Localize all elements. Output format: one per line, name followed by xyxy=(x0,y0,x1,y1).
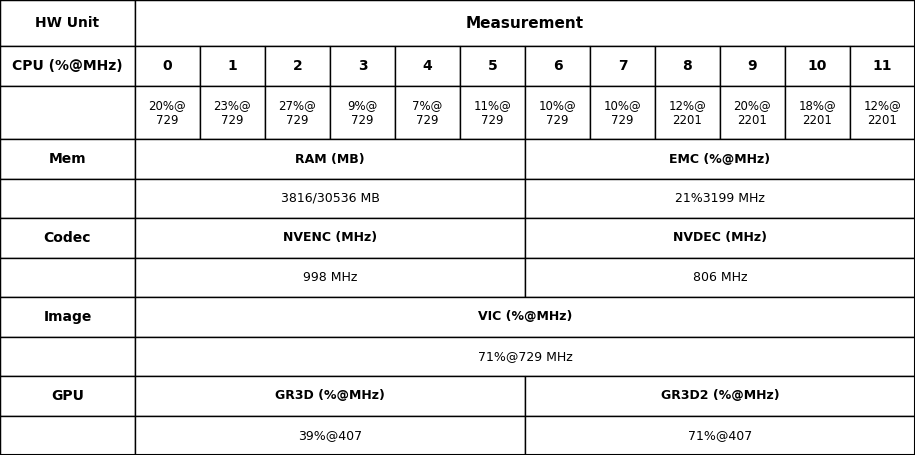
Text: 9%@
729: 9%@ 729 xyxy=(348,99,378,126)
Bar xyxy=(720,46,785,86)
Bar xyxy=(135,258,525,297)
Text: 71%@729 MHz: 71%@729 MHz xyxy=(478,350,573,363)
Text: 18%@
2201: 18%@ 2201 xyxy=(799,99,836,126)
Bar xyxy=(655,86,720,139)
Bar xyxy=(525,139,915,179)
Text: 998 MHz: 998 MHz xyxy=(303,271,357,284)
Text: 20%@
729: 20%@ 729 xyxy=(148,99,187,126)
Bar xyxy=(265,46,330,86)
Text: 27%@
729: 27%@ 729 xyxy=(278,99,317,126)
Bar xyxy=(525,86,590,139)
Bar xyxy=(0,139,135,179)
Text: Measurement: Measurement xyxy=(466,16,584,31)
Bar xyxy=(0,376,135,415)
Bar xyxy=(135,0,915,46)
Bar xyxy=(655,46,720,86)
Bar xyxy=(785,86,850,139)
Text: RAM (MB): RAM (MB) xyxy=(296,152,365,166)
Bar xyxy=(590,46,655,86)
Text: 11: 11 xyxy=(873,59,892,73)
Text: 4: 4 xyxy=(423,59,433,73)
Bar xyxy=(590,86,655,139)
Text: EMC (%@MHz): EMC (%@MHz) xyxy=(670,152,770,166)
Bar xyxy=(525,218,915,258)
Bar xyxy=(135,376,525,415)
Bar xyxy=(135,415,525,455)
Bar xyxy=(200,86,265,139)
Text: 7: 7 xyxy=(618,59,628,73)
Text: 9: 9 xyxy=(748,59,758,73)
Text: Mem: Mem xyxy=(48,152,86,166)
Bar xyxy=(395,86,460,139)
Bar xyxy=(525,179,915,218)
Bar xyxy=(0,179,135,218)
Bar xyxy=(135,337,915,376)
Bar xyxy=(265,86,330,139)
Bar xyxy=(525,46,590,86)
Bar xyxy=(135,297,915,337)
Bar xyxy=(135,46,200,86)
Bar xyxy=(785,46,850,86)
Text: 12%@
2201: 12%@ 2201 xyxy=(864,99,901,126)
Text: NVENC (MHz): NVENC (MHz) xyxy=(283,232,377,244)
Text: 71%@407: 71%@407 xyxy=(688,429,752,442)
Text: Image: Image xyxy=(43,310,92,324)
Bar xyxy=(395,46,460,86)
Bar xyxy=(135,218,525,258)
Bar xyxy=(525,415,915,455)
Bar xyxy=(0,337,135,376)
Bar xyxy=(0,86,135,139)
Bar xyxy=(0,218,135,258)
Text: CPU (%@MHz): CPU (%@MHz) xyxy=(12,59,123,73)
Text: 21%3199 MHz: 21%3199 MHz xyxy=(675,192,765,205)
Text: 12%@
2201: 12%@ 2201 xyxy=(669,99,706,126)
Text: NVDEC (MHz): NVDEC (MHz) xyxy=(673,232,767,244)
Text: 806 MHz: 806 MHz xyxy=(693,271,748,284)
Bar xyxy=(135,139,525,179)
Bar xyxy=(460,46,525,86)
Bar xyxy=(525,376,915,415)
Bar xyxy=(135,179,525,218)
Text: 3: 3 xyxy=(358,59,367,73)
Text: 1: 1 xyxy=(228,59,237,73)
Bar xyxy=(135,86,200,139)
Bar xyxy=(0,46,135,86)
Text: 6: 6 xyxy=(553,59,563,73)
Bar xyxy=(0,415,135,455)
Bar xyxy=(525,258,915,297)
Bar xyxy=(850,46,915,86)
Text: 10%@
729: 10%@ 729 xyxy=(604,99,641,126)
Text: 10: 10 xyxy=(808,59,827,73)
Text: 0: 0 xyxy=(163,59,172,73)
Text: 8: 8 xyxy=(683,59,693,73)
Bar xyxy=(460,86,525,139)
Text: GPU: GPU xyxy=(51,389,84,403)
Bar xyxy=(0,297,135,337)
Bar xyxy=(330,46,395,86)
Bar xyxy=(330,86,395,139)
Text: 3816/30536 MB: 3816/30536 MB xyxy=(281,192,380,205)
Text: 10%@
729: 10%@ 729 xyxy=(539,99,576,126)
Text: 39%@407: 39%@407 xyxy=(298,429,362,442)
Text: GR3D2 (%@MHz): GR3D2 (%@MHz) xyxy=(661,389,780,402)
Text: 20%@
2201: 20%@ 2201 xyxy=(734,99,771,126)
Bar xyxy=(200,46,265,86)
Text: 11%@
729: 11%@ 729 xyxy=(474,99,511,126)
Text: HW Unit: HW Unit xyxy=(36,16,100,30)
Bar xyxy=(0,258,135,297)
Text: 23%@
729: 23%@ 729 xyxy=(213,99,252,126)
Bar xyxy=(850,86,915,139)
Text: 2: 2 xyxy=(293,59,302,73)
Text: VIC (%@MHz): VIC (%@MHz) xyxy=(478,310,572,324)
Bar xyxy=(720,86,785,139)
Text: Codec: Codec xyxy=(44,231,92,245)
Text: 7%@
729: 7%@ 729 xyxy=(413,99,443,126)
Bar xyxy=(0,0,135,46)
Text: GR3D (%@MHz): GR3D (%@MHz) xyxy=(275,389,385,402)
Text: 5: 5 xyxy=(488,59,498,73)
